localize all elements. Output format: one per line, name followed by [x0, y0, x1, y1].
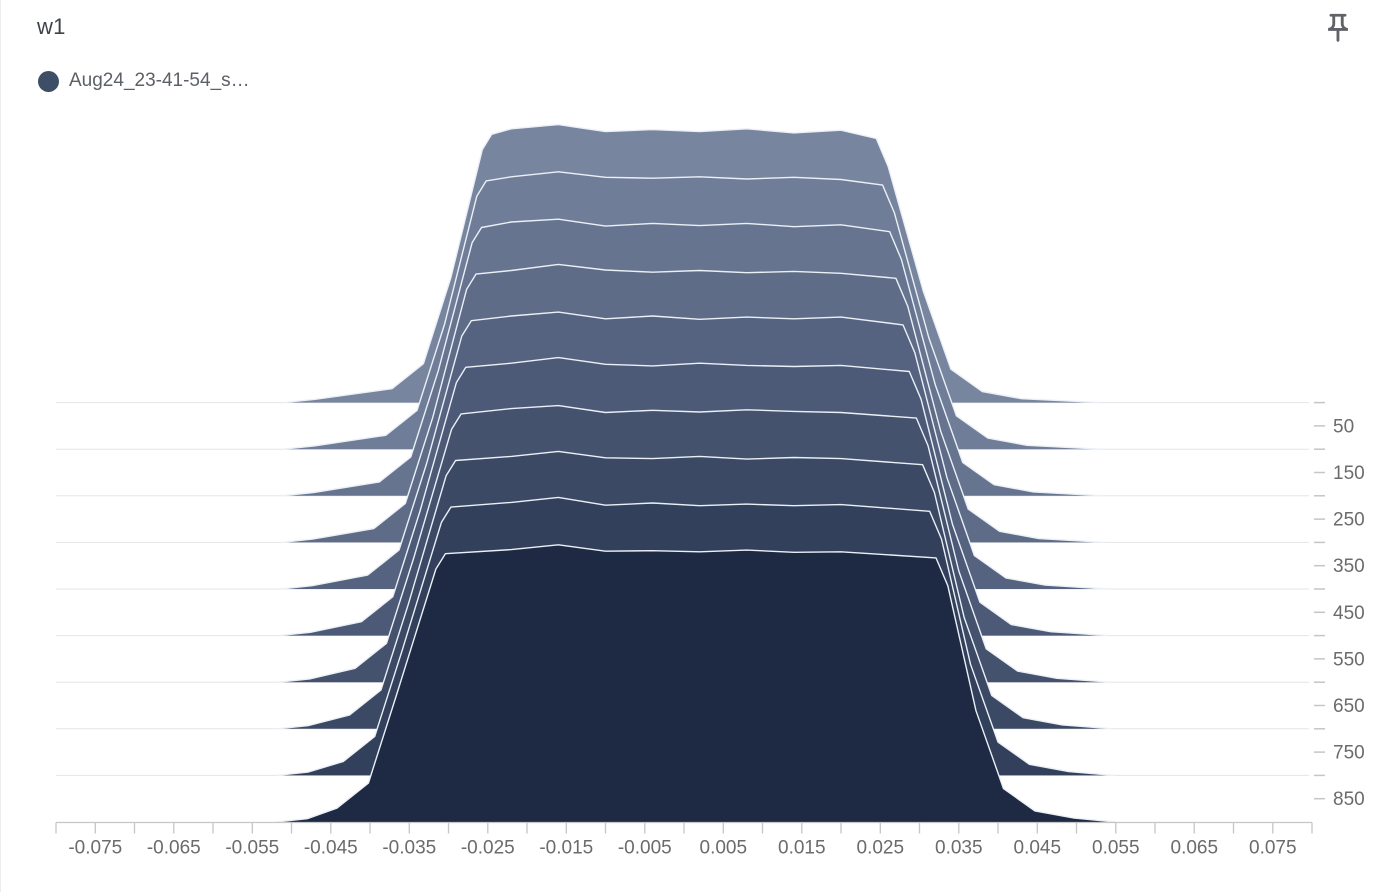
y-axis-label: 150 — [1333, 463, 1365, 484]
ridge-outline-step-400 — [280, 311, 1108, 590]
ridge-outline-step-300 — [281, 263, 1106, 544]
ridge-outline-step-900 — [275, 544, 1116, 823]
chart-title: w1 — [37, 14, 66, 39]
x-axis-label: 0.075 — [1249, 838, 1297, 859]
x-axis-label: 0.015 — [778, 838, 826, 859]
legend-item[interactable]: Aug24_23-41-54_s… — [38, 70, 250, 92]
y-axis-label: 450 — [1333, 603, 1365, 624]
ridge-outline-step-100 — [282, 171, 1102, 450]
ridge-outline-step-800 — [276, 496, 1115, 777]
y-axis-label: 750 — [1333, 743, 1365, 764]
y-axis-label: 350 — [1333, 556, 1365, 577]
x-axis-label: 0.005 — [700, 838, 748, 859]
x-axis-label: -0.045 — [304, 838, 358, 859]
x-axis-label: -0.035 — [382, 838, 436, 859]
y-axis-label: 550 — [1333, 649, 1365, 670]
y-axis-label: 850 — [1333, 789, 1365, 810]
x-axis-label: -0.025 — [461, 838, 515, 859]
x-axis-label: -0.065 — [147, 838, 201, 859]
y-axis-label: 250 — [1333, 510, 1365, 531]
x-axis-label: 0.035 — [935, 838, 983, 859]
y-axis-label: 650 — [1333, 696, 1365, 717]
x-axis-label: -0.015 — [539, 838, 593, 859]
x-axis-label: 0.065 — [1171, 838, 1219, 859]
ridge-outline-step-0 — [283, 123, 1101, 404]
ridge-outline-step-600 — [278, 404, 1111, 683]
legend-run-swatch — [38, 70, 59, 92]
x-axis-label: 0.045 — [1014, 838, 1062, 859]
x-axis-label: -0.005 — [618, 838, 672, 859]
y-axis-label: 50 — [1333, 416, 1354, 437]
x-axis-label: 0.025 — [857, 838, 905, 859]
histogram-ridge-step-900 — [275, 544, 1116, 822]
ridge-outline-step-700 — [277, 450, 1113, 730]
x-axis-label: -0.055 — [225, 838, 279, 859]
x-axis-label: 0.055 — [1092, 838, 1140, 859]
x-axis-label: -0.075 — [68, 838, 122, 859]
pin-button[interactable] — [1319, 6, 1357, 50]
ridge-outline-step-500 — [278, 356, 1109, 637]
push-pin-icon — [1321, 13, 1355, 51]
ridge-outline-step-200 — [282, 218, 1104, 497]
legend-run-label: Aug24_23-41-54_s… — [69, 70, 250, 91]
